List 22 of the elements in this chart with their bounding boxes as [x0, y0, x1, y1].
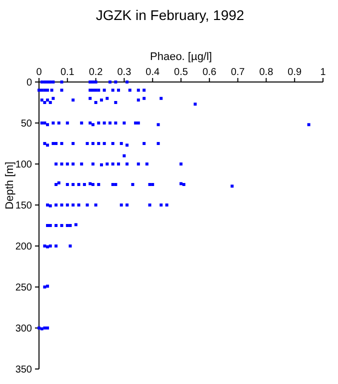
x-tick-label: 0.9 — [288, 67, 302, 78]
y-tick-label: 100 — [15, 160, 32, 170]
y-tick-label: 350 — [15, 364, 32, 376]
y-tick-label: 250 — [15, 282, 32, 294]
y-tick-label: 50 — [20, 118, 32, 130]
x-axis-title: Phaeo. [µg/l] — [150, 51, 212, 63]
y-tick-label: 0 — [26, 78, 32, 88]
y-tick-label: 150 — [15, 200, 32, 212]
x-tick-label: 0 — [36, 67, 42, 78]
x-tick-label: 0.4 — [146, 67, 160, 78]
chart-title: JGZK in February, 1992 — [96, 7, 244, 23]
x-tick-label: 1 — [320, 67, 326, 78]
y-tick-label: 200 — [15, 242, 32, 252]
x-tick-label: 0.5 — [174, 67, 188, 78]
x-tick-label: 0.7 — [230, 67, 246, 78]
y-axis-title: Depth [m] — [4, 162, 16, 210]
x-tick-label: 0.2 — [88, 67, 104, 78]
x-tick-label: 0.6 — [202, 67, 217, 78]
x-tick-label: 0.1 — [60, 67, 75, 78]
y-tick-label: 300 — [15, 324, 32, 334]
x-tick-label: 0.8 — [259, 67, 274, 78]
x-tick-label: 0.3 — [117, 67, 132, 78]
